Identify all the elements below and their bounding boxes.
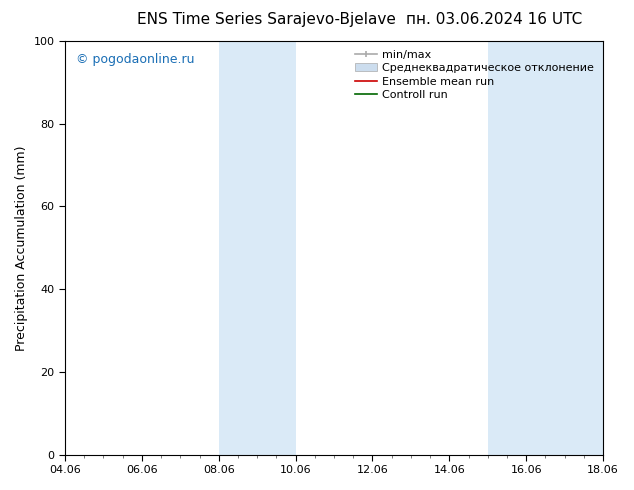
Bar — [488, 41, 603, 455]
Legend: min/max, Среднеквадратическое отклонение, Ensemble mean run, Controll run: min/max, Среднеквадратическое отклонение… — [351, 47, 598, 103]
Bar — [219, 41, 295, 455]
Text: пн. 03.06.2024 16 UTC: пн. 03.06.2024 16 UTC — [406, 12, 583, 27]
Text: ENS Time Series Sarajevo-Bjelave: ENS Time Series Sarajevo-Bjelave — [137, 12, 396, 27]
Y-axis label: Precipitation Accumulation (mm): Precipitation Accumulation (mm) — [15, 145, 28, 350]
Text: © pogodaonline.ru: © pogodaonline.ru — [75, 53, 194, 67]
